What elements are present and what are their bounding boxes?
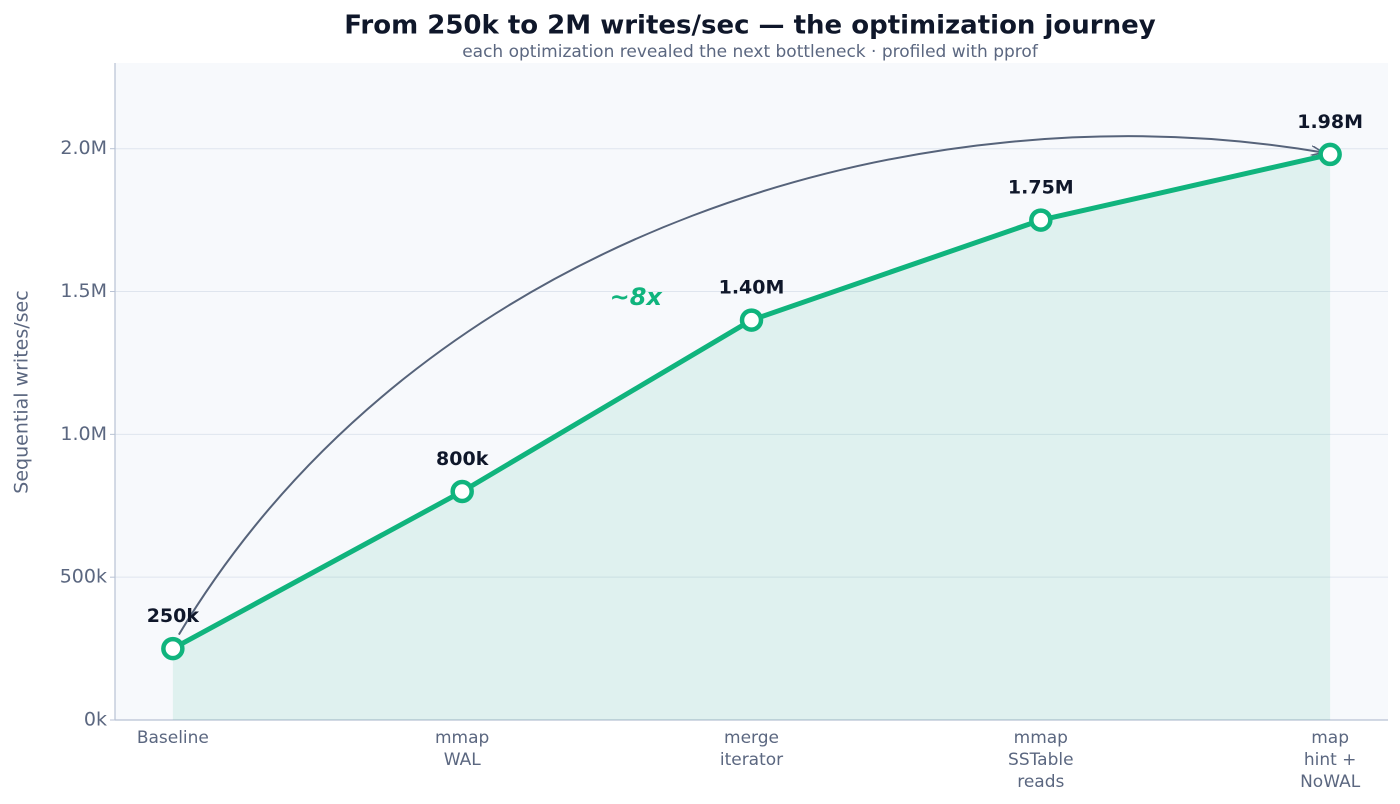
x-tick-label: mmap SSTable reads [1008, 728, 1074, 792]
x-tick-label-line: iterator [720, 750, 783, 770]
y-tick-label: 1.5M [60, 280, 107, 302]
x-tick-label: map hint + NoWAL [1300, 728, 1361, 792]
chart-title: From 250k to 2M writes/sec — the optimiz… [344, 11, 1155, 41]
x-tick-label-line: WAL [444, 750, 482, 770]
plot-area [115, 63, 1388, 720]
value-label: 1.75M [1008, 177, 1074, 199]
x-tick-label-line: Baseline [137, 728, 209, 748]
point [450, 479, 474, 504]
y-tick-label: 0k [84, 709, 107, 731]
x-tick-label-line: reads [1017, 772, 1064, 792]
point [161, 636, 185, 661]
x-tick-label: Baseline [137, 728, 209, 748]
y-tick-label: 500k [60, 566, 107, 588]
point [739, 308, 764, 332]
x-tick-label: mmap WAL [435, 728, 489, 770]
x-tick-label-line: SSTable [1008, 750, 1074, 770]
x-tick-label: merge iterator [720, 728, 783, 770]
annotation: ~8x [610, 283, 664, 311]
x-tick-label-line: mmap [435, 728, 489, 748]
point [1318, 142, 1342, 167]
point [1029, 208, 1053, 232]
value-label: 250k [147, 605, 200, 627]
x-tick-label-line: hint + [1304, 750, 1357, 770]
y-axis-label: Sequential writes/sec [11, 290, 33, 493]
value-label: 1.98M [1297, 111, 1363, 133]
value-label: 1.40M [719, 277, 785, 299]
y-tick-label: 1.0M [60, 423, 107, 445]
area [172, 154, 1331, 720]
value-label: 800k [436, 448, 489, 470]
x-tick-label-line: NoWAL [1300, 772, 1361, 792]
y-tick-label: 2.0M [60, 137, 107, 159]
chart-subtitle: each optimization revealed the next bott… [462, 42, 1039, 62]
x-tick-label-line: mmap [1014, 728, 1068, 748]
x-tick-label-line: map [1311, 728, 1349, 748]
x-tick-label-line: merge [724, 728, 779, 748]
annotation-arrow [178, 135, 1322, 636]
